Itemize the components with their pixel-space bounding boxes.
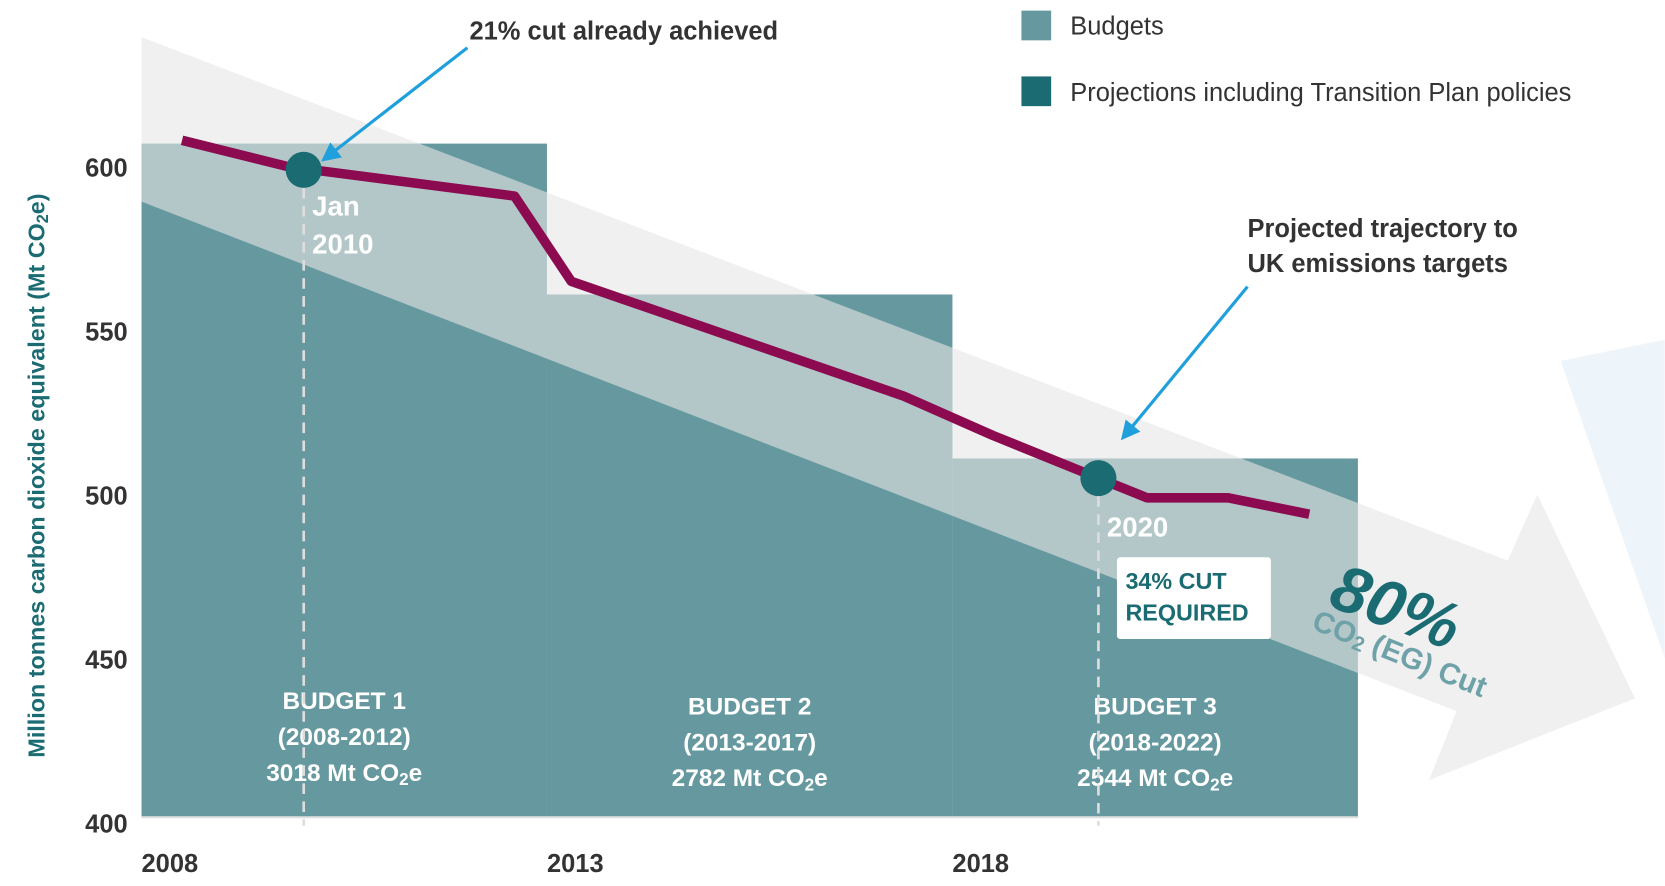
subscript: 2 — [1210, 775, 1220, 794]
text-part: 3018 Mt CO — [266, 760, 399, 787]
projection-line — [180, 135, 1311, 519]
y-axis-label: Million tonnes carbon dioxide equivalent… — [24, 193, 52, 757]
annotation: 21% cut already achieved — [469, 18, 778, 46]
text-part: Million tonnes carbon dioxide equivalent… — [24, 223, 50, 757]
legend-swatch — [1021, 10, 1052, 41]
budget-total: 2544 Mt CO2e — [1077, 766, 1233, 794]
budget-total: 2782 Mt CO2e — [672, 766, 828, 794]
subscript: 2 — [399, 770, 408, 789]
budget-label: BUDGET 1 — [283, 688, 406, 715]
text-part: e — [1220, 766, 1234, 793]
subscript: 2 — [34, 214, 52, 223]
subscript: 2 — [805, 775, 815, 794]
budget-label: (2008-2012) — [278, 724, 411, 751]
budget-label: BUDGET 3 — [1093, 693, 1216, 720]
legend-label: Budgets — [1070, 12, 1163, 40]
budget-label: (2013-2017) — [683, 730, 816, 757]
marker-label: 2020 — [1107, 511, 1168, 542]
marker — [285, 151, 322, 188]
y-tick-label: 550 — [85, 319, 127, 347]
legend-swatch — [1021, 76, 1052, 107]
x-tick-label: 2008 — [141, 850, 198, 878]
text-part: 2782 Mt CO — [672, 766, 805, 793]
budget-total: 3018 Mt CO2e — [266, 760, 422, 788]
y-tick-label: 500 — [85, 483, 127, 511]
annotation: Projected trajectory to — [1248, 215, 1518, 243]
y-tick-label: 400 — [85, 811, 127, 839]
budget-label: BUDGET 2 — [688, 693, 811, 720]
annotation: 34% CUT — [1125, 568, 1227, 594]
marker-label: 2010 — [312, 229, 373, 260]
annotation: REQUIRED — [1125, 600, 1248, 626]
text-part: e) — [24, 193, 50, 214]
faint-arrow — [1560, 339, 1665, 659]
budget-label: (2018-2022) — [1089, 730, 1222, 757]
y-tick-label: 600 — [85, 155, 127, 183]
marker-label: Jan — [312, 190, 360, 221]
annotation: UK emissions targets — [1248, 250, 1508, 278]
callout-box — [1116, 557, 1271, 639]
x-tick-label: 2018 — [952, 850, 1009, 878]
arrow-achieved — [321, 46, 469, 162]
x-tick-label: 2013 — [547, 850, 604, 878]
text-part: e — [409, 760, 423, 787]
legend-label: Projections including Transition Plan po… — [1070, 79, 1571, 107]
marker — [1080, 460, 1117, 497]
y-tick-label: 450 — [85, 647, 127, 675]
arrow-trajectory — [1120, 285, 1249, 441]
text-part: e — [814, 766, 828, 793]
